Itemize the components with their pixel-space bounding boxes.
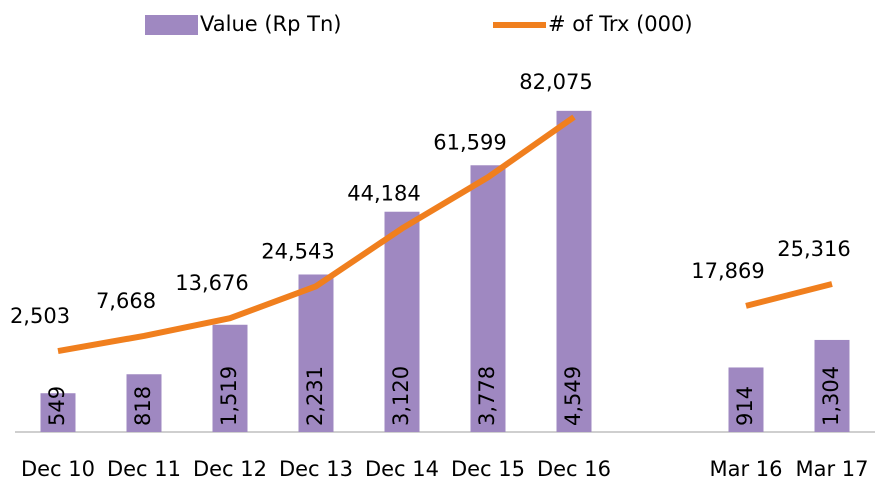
legend-swatch [145,15,198,35]
bar [556,110,592,432]
line-value-label: 25,316 [777,237,850,261]
x-tick-label: Dec 12 [193,457,267,481]
line-value-label: 17,869 [691,259,764,283]
line-value-label: 7,668 [96,289,156,313]
bar [40,393,76,432]
x-tick-label: Mar 17 [795,457,868,481]
bar-value-label: 818 [131,386,155,426]
bar [728,367,764,432]
line [57,114,833,355]
line-value-label: 2,503 [10,304,70,328]
x-tick-label: Dec 14 [365,457,439,481]
bar [212,324,248,432]
legend-label: # of Trx (000) [548,12,693,36]
bar-value-label: 1,304 [819,366,843,426]
bar-value-label: 914 [733,386,757,426]
bar-value-label: 2,231 [303,366,327,426]
bar [298,274,334,432]
x-tick-label: Mar 16 [709,457,782,481]
x-tick-label: Dec 11 [107,457,181,481]
bar [126,374,162,432]
line-value-label: 44,184 [347,181,420,205]
bar-value-label: 1,519 [217,366,241,426]
x-tick-label: Dec 10 [21,457,95,481]
line-value-label: 82,075 [519,70,592,94]
bar-value-label: 3,778 [475,366,499,426]
x-tick-label: Dec 16 [537,457,611,481]
bar [384,211,420,432]
bar-value-label: 4,549 [561,366,585,426]
legend-label: Value (Rp Tn) [200,12,341,36]
x-tick-label: Dec 15 [451,457,525,481]
line-value-label: 61,599 [433,130,506,154]
x-tick-label: Dec 13 [279,457,353,481]
bar-value-label: 549 [45,386,69,426]
bar [470,165,506,432]
bar [814,339,850,432]
line-value-label: 13,676 [175,271,248,295]
line-value-label: 24,543 [261,239,334,263]
bar-value-label: 3,120 [389,366,413,426]
